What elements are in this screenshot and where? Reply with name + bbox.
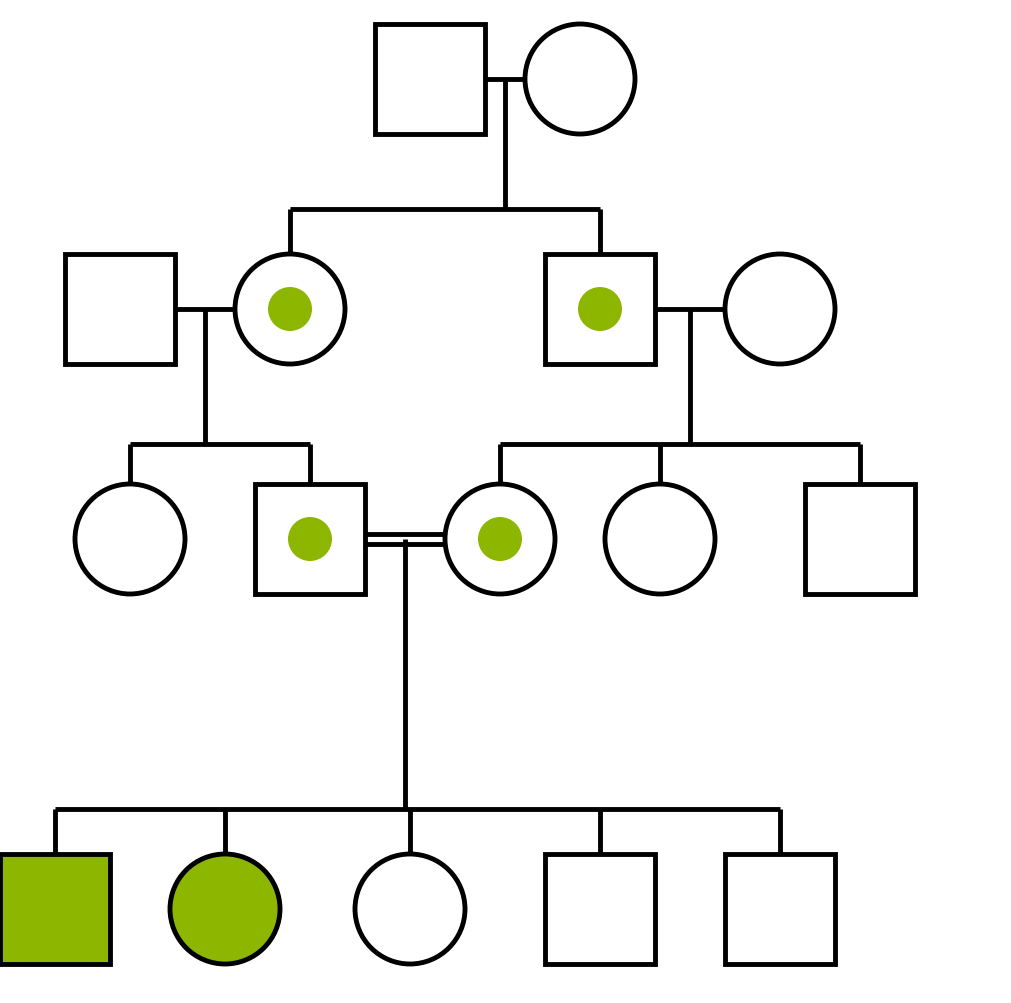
Circle shape	[355, 855, 465, 964]
Circle shape	[75, 484, 185, 595]
Bar	[545, 855, 655, 964]
Circle shape	[235, 255, 345, 365]
Bar	[545, 255, 655, 365]
Bar	[255, 484, 365, 595]
Circle shape	[725, 255, 835, 365]
Circle shape	[445, 484, 555, 595]
Circle shape	[268, 288, 312, 332]
Circle shape	[288, 518, 332, 562]
Bar	[0, 855, 110, 964]
Circle shape	[478, 518, 522, 562]
Bar	[375, 25, 485, 134]
Circle shape	[578, 288, 622, 332]
Bar	[725, 855, 835, 964]
Circle shape	[170, 855, 280, 964]
Bar	[65, 255, 175, 365]
Circle shape	[605, 484, 715, 595]
Bar	[805, 484, 915, 595]
Circle shape	[525, 25, 635, 134]
